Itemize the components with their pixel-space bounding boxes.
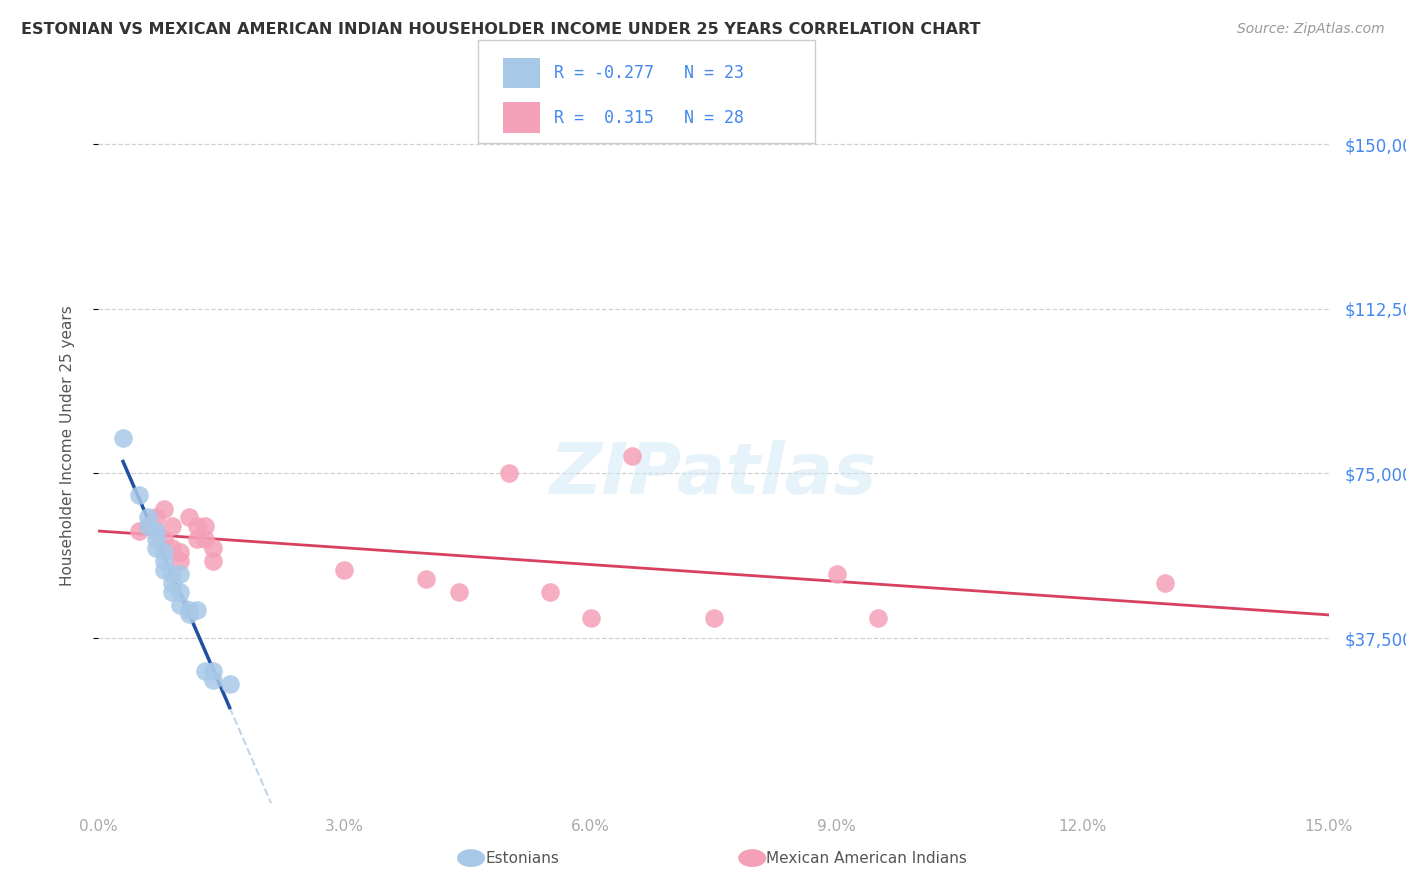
Point xyxy=(162,585,184,599)
Point xyxy=(145,510,167,524)
Point xyxy=(169,598,191,612)
Point xyxy=(169,545,191,559)
Point xyxy=(162,576,184,591)
Point xyxy=(177,510,200,524)
Point xyxy=(186,602,208,616)
Text: ZIPatlas: ZIPatlas xyxy=(550,440,877,509)
Point xyxy=(145,533,167,547)
Text: Estonians: Estonians xyxy=(485,851,560,865)
Point xyxy=(866,611,889,625)
Point xyxy=(169,554,191,568)
Point xyxy=(153,563,176,577)
Point xyxy=(333,563,356,577)
Point xyxy=(153,545,176,559)
Point xyxy=(136,510,159,524)
Point xyxy=(177,602,200,616)
Text: Mexican American Indians: Mexican American Indians xyxy=(766,851,967,865)
Point xyxy=(136,519,159,533)
Point xyxy=(218,677,240,691)
Point xyxy=(162,567,184,582)
Text: R =  0.315   N = 28: R = 0.315 N = 28 xyxy=(554,109,744,127)
Point xyxy=(1153,576,1175,591)
Point xyxy=(202,541,225,555)
Point xyxy=(449,585,471,599)
Point xyxy=(153,501,176,516)
Point xyxy=(162,541,184,555)
Point xyxy=(162,519,184,533)
Point xyxy=(498,467,520,481)
Point xyxy=(145,541,167,555)
Y-axis label: Householder Income Under 25 years: Householder Income Under 25 years xyxy=(60,306,75,586)
Point xyxy=(186,533,208,547)
Point xyxy=(194,519,217,533)
Point xyxy=(202,664,225,678)
Point xyxy=(202,554,225,568)
Point xyxy=(153,554,176,568)
Text: Source: ZipAtlas.com: Source: ZipAtlas.com xyxy=(1237,22,1385,37)
Point xyxy=(169,585,191,599)
Point xyxy=(538,585,561,599)
Point xyxy=(186,519,208,533)
Point xyxy=(825,567,848,582)
Point xyxy=(415,572,437,586)
Point xyxy=(169,567,191,582)
Point xyxy=(194,533,217,547)
Point xyxy=(620,449,643,463)
Point xyxy=(703,611,725,625)
Point xyxy=(177,607,200,621)
Point xyxy=(145,524,167,538)
Point xyxy=(128,488,150,502)
Point xyxy=(128,524,150,538)
Text: R = -0.277   N = 23: R = -0.277 N = 23 xyxy=(554,63,744,82)
Text: ESTONIAN VS MEXICAN AMERICAN INDIAN HOUSEHOLDER INCOME UNDER 25 YEARS CORRELATIO: ESTONIAN VS MEXICAN AMERICAN INDIAN HOUS… xyxy=(21,22,980,37)
Point xyxy=(194,664,217,678)
Point xyxy=(112,431,135,445)
Point xyxy=(153,533,176,547)
Point xyxy=(145,524,167,538)
Point xyxy=(202,673,225,687)
Point xyxy=(579,611,602,625)
Point xyxy=(136,519,159,533)
